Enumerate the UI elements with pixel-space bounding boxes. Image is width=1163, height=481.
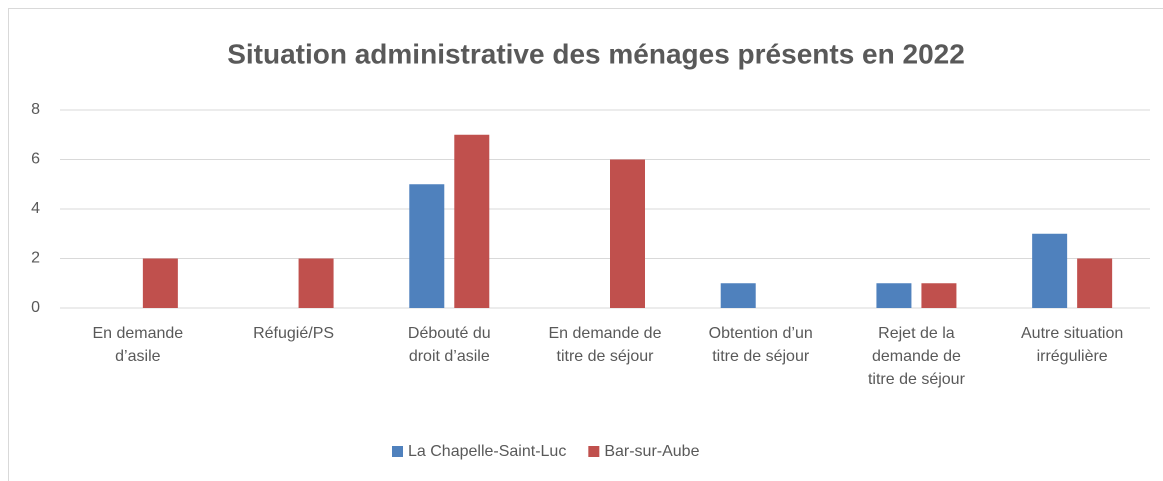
legend-swatch <box>588 446 600 457</box>
y-tick-label: 8 <box>31 101 40 118</box>
chart-title: Situation administrative des ménages pré… <box>227 38 965 69</box>
bar <box>142 258 178 308</box>
y-tick-label: 6 <box>31 151 40 168</box>
bar <box>298 258 334 308</box>
bar <box>1032 233 1068 308</box>
bar <box>1077 258 1113 308</box>
x-tick-label: En demande d’asile <box>92 325 184 365</box>
bar <box>454 134 490 308</box>
bar <box>876 283 912 308</box>
legend-label: Bar-sur-Aube <box>604 443 699 460</box>
x-tick-label: Autre situation irrégulière <box>1021 325 1124 365</box>
bar <box>921 283 957 308</box>
x-tick-label: Débouté du droit d’asile <box>407 325 491 365</box>
bar <box>409 184 445 308</box>
legend-swatch <box>392 446 403 457</box>
chart-border <box>8 8 1163 481</box>
bar <box>610 159 645 308</box>
legend-label: La Chapelle-Saint-Luc <box>408 443 566 460</box>
x-tick-label: En demande de titre de séjour <box>548 325 662 365</box>
x-tick-label: Réfugié/PS <box>253 325 335 342</box>
x-tick-label: Obtention d’un titre de séjour <box>708 325 813 365</box>
y-tick-label: 4 <box>31 200 40 217</box>
bar <box>720 283 756 308</box>
y-tick-label: 0 <box>31 299 40 316</box>
x-tick-label: Rejet de la demande de titre de séjour <box>867 325 965 388</box>
y-tick-label: 2 <box>31 250 40 267</box>
